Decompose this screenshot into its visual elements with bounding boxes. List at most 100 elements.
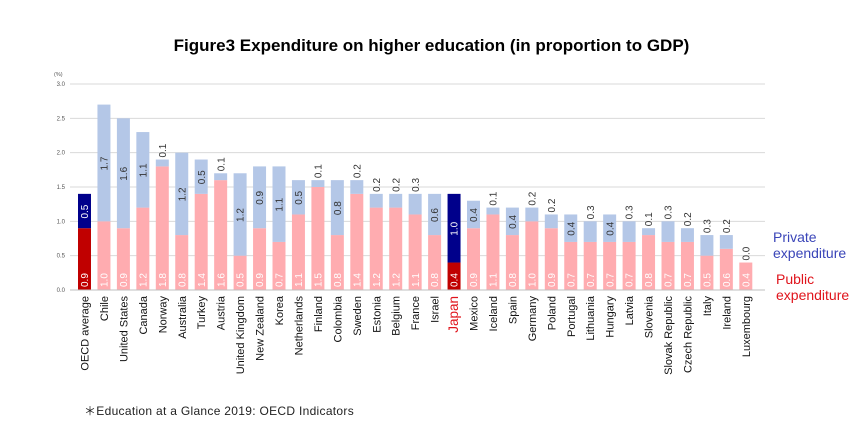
bar-public (719, 248, 733, 290)
data-label-public: 0.5 (236, 273, 247, 287)
category-label: Portugal (566, 296, 578, 337)
bar-private (642, 228, 656, 236)
y-tick-label: 1.0 (57, 219, 66, 225)
category-label: Spain (507, 296, 519, 324)
data-label-public: 0.7 (566, 273, 577, 287)
chart-title: Figure3 Expenditure on higher education … (173, 36, 690, 55)
data-label-public: 1.0 (527, 273, 538, 287)
bar-public (136, 207, 150, 290)
data-label-private: 0.2 (527, 191, 538, 205)
data-label-private: 0.4 (469, 208, 480, 222)
bar-private (467, 200, 480, 229)
bar-public (408, 214, 422, 290)
data-label-private: 0.6 (430, 208, 441, 222)
category-label: Netherlands (293, 296, 305, 356)
bar-public (525, 221, 539, 290)
y-tick-label: 2.0 (57, 151, 66, 157)
y-tick-label: 1.5 (57, 185, 66, 191)
bar-public (253, 228, 267, 290)
data-label-private: 0.2 (722, 219, 733, 233)
data-label-private: 0.3 (411, 178, 422, 192)
bar-public (116, 228, 130, 290)
y-unit-label: (%) (54, 72, 63, 78)
y-tick-label: 2.5 (57, 116, 66, 122)
category-label: Iceland (488, 296, 500, 331)
bar-public (291, 214, 305, 290)
bar-public (330, 235, 344, 290)
data-label-public: 1.1 (411, 273, 422, 287)
data-label-private: 1.6 (119, 166, 130, 180)
category-label: OECD average (80, 296, 92, 371)
bar-private (311, 180, 325, 187)
source-note: ＊Education at a Glance 2019: OECD Indica… (84, 404, 355, 418)
category-label: Japan (446, 296, 461, 333)
bar-public (214, 180, 228, 290)
category-label: Mexico (469, 296, 481, 331)
bar-private (330, 180, 344, 236)
category-label: Finland (313, 296, 325, 332)
data-label-private: 1.1 (275, 197, 286, 211)
category-label: Italy (702, 296, 714, 317)
data-label-public: 1.6 (216, 273, 227, 287)
data-label-private: 0.1 (489, 191, 500, 205)
bar-public (175, 235, 189, 290)
y-tick-label: 0.5 (57, 254, 66, 260)
category-label: United Kingdom (235, 296, 247, 374)
data-label-private: 0.1 (216, 157, 227, 171)
data-label-public: 0.8 (333, 273, 344, 287)
bar-private (389, 193, 403, 208)
data-label-private: 0.5 (294, 190, 305, 204)
data-label-private: 0.2 (352, 164, 363, 178)
category-label: Chile (99, 296, 111, 321)
bar-private (680, 228, 694, 242)
bar-private (525, 207, 539, 222)
category-label: Austria (216, 295, 228, 330)
data-label-public: 1.4 (352, 273, 363, 287)
category-label: Ireland (721, 296, 733, 330)
bar-private (155, 159, 169, 167)
data-label-public: 0.8 (644, 273, 655, 287)
bar-public (350, 193, 364, 290)
data-label-public: 1.0 (100, 273, 111, 287)
category-label: France (410, 296, 422, 330)
bar-private (253, 166, 267, 229)
bar-private (700, 235, 714, 256)
bar-private (428, 193, 442, 236)
bar-private (175, 152, 189, 236)
bar-private (97, 104, 111, 222)
bar-public (389, 207, 403, 290)
data-label-public: 0.9 (80, 273, 91, 287)
data-label-private: 0.5 (197, 170, 208, 184)
data-label-private: 1.0 (450, 221, 461, 235)
bar-public (369, 207, 383, 290)
bar-private (194, 159, 208, 194)
bar-private (622, 221, 636, 242)
category-label: Latvia (624, 295, 636, 325)
category-label: Norway (157, 296, 169, 334)
bar-public (661, 241, 675, 290)
bar-public (680, 241, 694, 290)
data-label-private: 0.3 (703, 219, 714, 233)
bar-public (447, 262, 461, 290)
data-label-public: 1.4 (197, 273, 208, 287)
bar-private (447, 193, 461, 263)
data-label-private: 0.3 (625, 205, 636, 219)
bar-private (719, 235, 733, 249)
category-label: United States (118, 296, 130, 363)
bar-private (564, 214, 578, 242)
bar-private (214, 173, 228, 181)
data-label-public: 0.7 (683, 273, 694, 287)
category-label: Australia (177, 295, 189, 339)
data-label-private: 1.7 (100, 156, 111, 170)
data-label-public: 0.7 (275, 273, 286, 287)
bar-public (564, 241, 578, 290)
data-label-public: 0.7 (625, 273, 636, 287)
data-label-public: 1.1 (294, 273, 305, 287)
data-label-public: 1.2 (391, 273, 402, 287)
data-label-public: 0.8 (508, 273, 519, 287)
bar-public (233, 255, 247, 290)
bar-private (369, 193, 383, 208)
data-label-public: 1.2 (138, 273, 149, 287)
data-label-private: 0.2 (391, 178, 402, 192)
category-label: Slovak Republic (663, 296, 675, 375)
